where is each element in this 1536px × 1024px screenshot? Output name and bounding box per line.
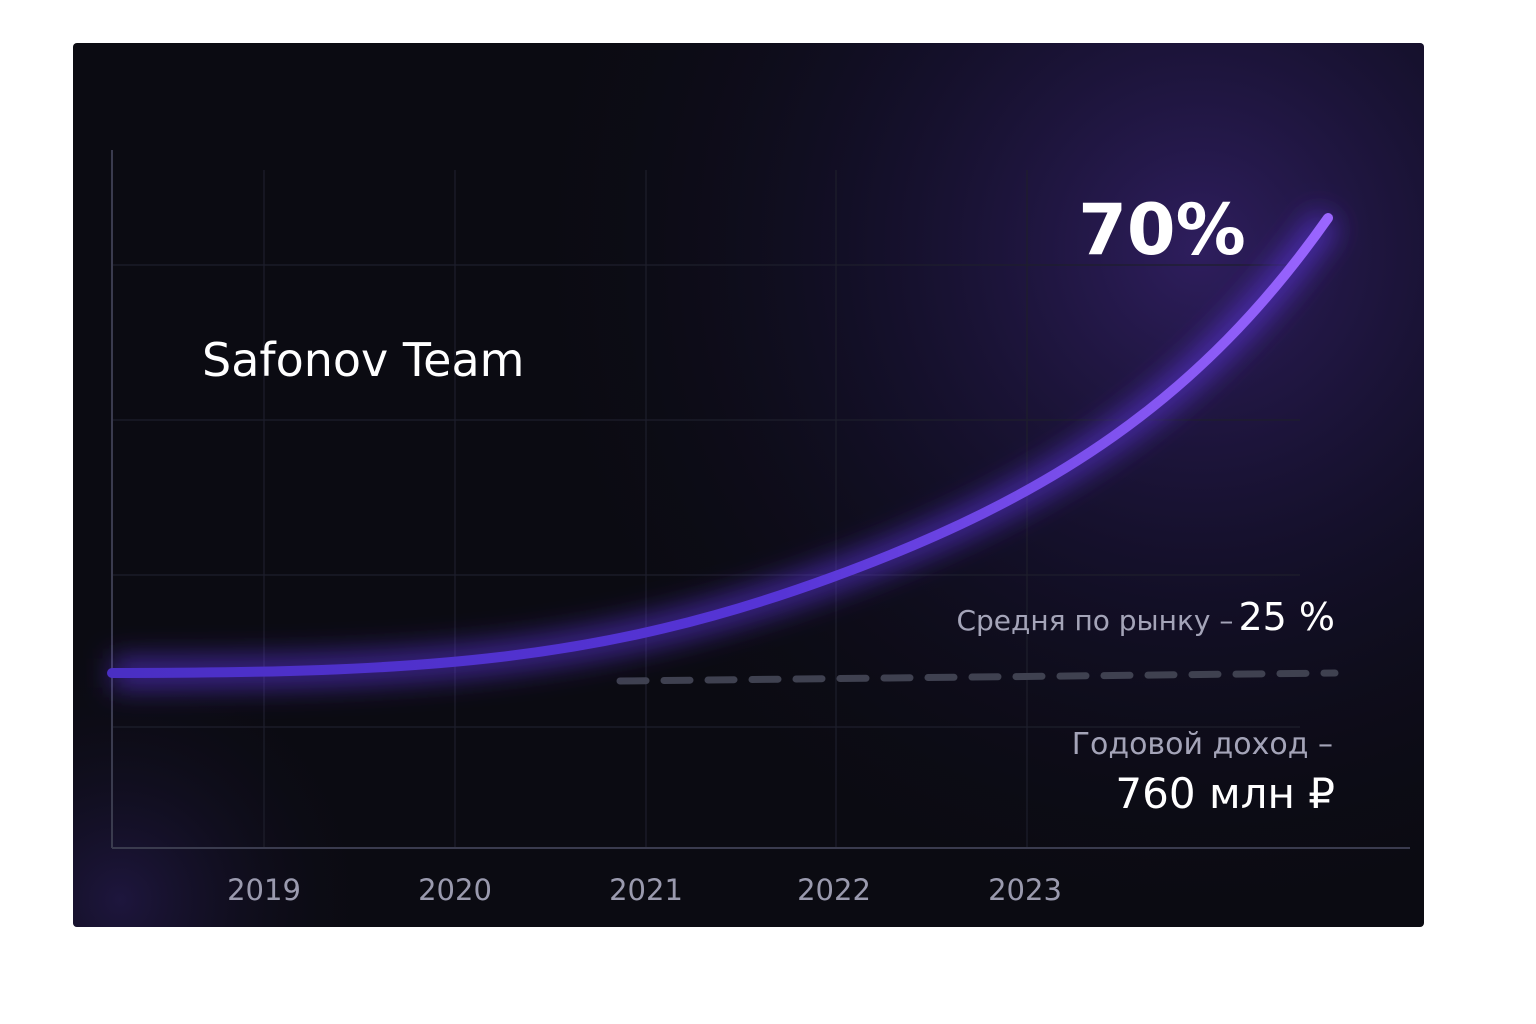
- card-glow: [73, 43, 1424, 927]
- market-label: Средня по рынку –: [956, 604, 1233, 637]
- grid: [112, 170, 1300, 848]
- year-label: 2023: [988, 873, 1062, 907]
- title: Safonov Team: [202, 333, 524, 387]
- year-label: 2019: [227, 873, 301, 907]
- axes: [111, 150, 1410, 849]
- market-value: 25 %: [1238, 595, 1335, 639]
- growth-curve: [107, 213, 1333, 678]
- year-label: 2021: [609, 873, 683, 907]
- market-line: [616, 669, 1339, 685]
- year-label: 2020: [418, 873, 492, 907]
- highlight-value: 70%: [1078, 189, 1246, 271]
- income-value: 760 млн ₽: [1115, 769, 1335, 818]
- income-label: Годовой доход –: [1072, 727, 1333, 762]
- year-label: 2022: [797, 873, 871, 907]
- market-text: Средня по рынку – 25 %: [956, 595, 1335, 639]
